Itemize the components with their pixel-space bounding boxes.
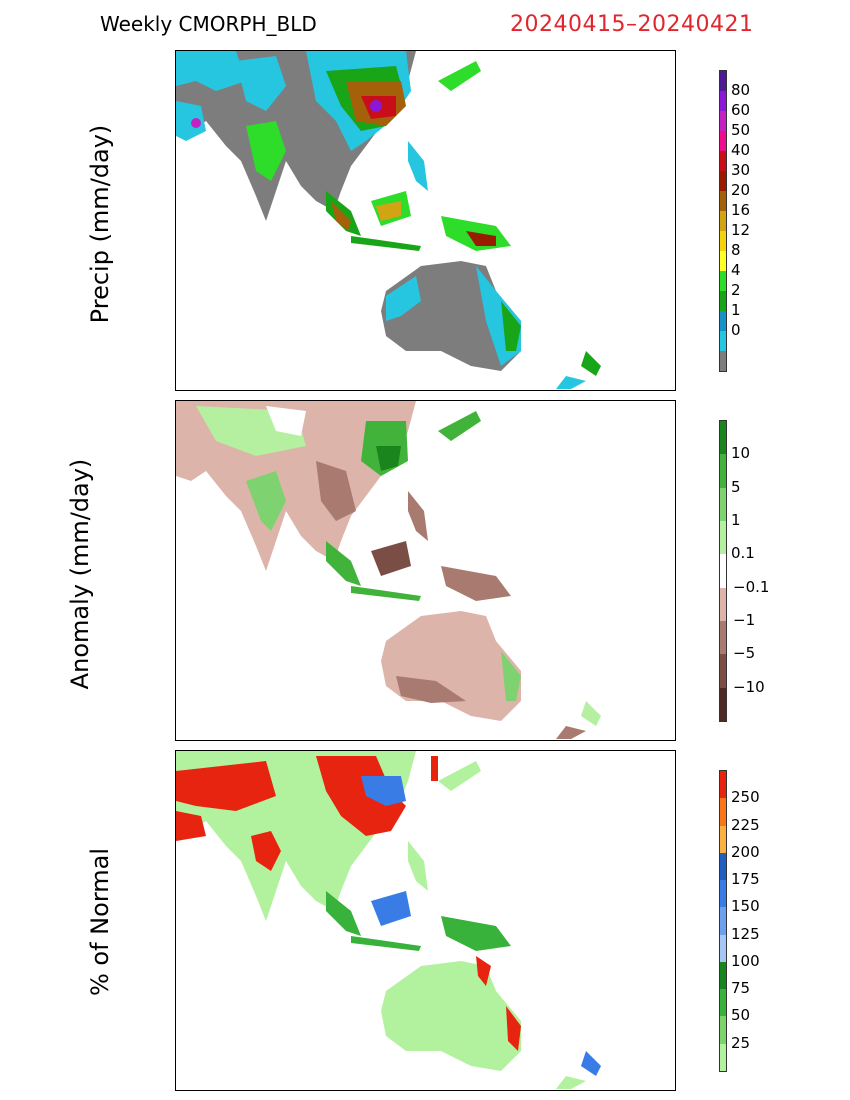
colorbar-tick-label: 2 [731,281,741,299]
panel-1-ylabel: Precip (mm/day) [86,124,114,324]
anomaly-map [176,401,601,739]
colorbar-segment [720,520,726,555]
colorbar-tick-label: 50 [731,121,751,139]
colorbar-tick-label: 4 [731,261,741,279]
panel-3-ylabel: % of Normal [86,847,114,997]
colorbar-tick-label: 75 [731,979,751,998]
colorbar-segment [720,1016,726,1044]
percent-normal-map [176,751,601,1089]
colorbar-segment [720,961,726,990]
colorbar-segment [720,71,726,91]
colorbar-segment [720,687,726,721]
colorbar-segment [720,131,726,151]
colorbar-segment [720,654,726,688]
colorbar-tick-label: 1 [731,301,741,319]
colorbar-tick-label: 0 [731,321,741,339]
date-range: 20240415–20240421 [510,12,754,37]
colorbar-segment [720,825,726,853]
colorbar-segment [720,934,726,962]
colorbar-tick-label: 20 [731,181,751,199]
colorbar-segment [720,989,726,1017]
percent-normal-map-panel [175,750,676,1091]
colorbar-tick-label: 225 [731,815,760,834]
colorbar-segment [720,91,726,111]
colorbar-tick-label: 5 [731,477,741,496]
colorbar-tick-label: 125 [731,924,760,943]
colorbar-tick-label: 1 [731,511,741,529]
colorbar-tick-label: 175 [731,870,760,889]
colorbar-segment [720,880,726,908]
colorbar-tick-label: 30 [731,161,751,179]
colorbar-tick-label: 25 [731,1033,751,1052]
colorbar-segment [720,421,726,455]
colorbar-segment [720,231,726,251]
colorbar-tick-label: 12 [731,221,751,239]
anomaly-colorbar [719,420,727,722]
colorbar-tick-label: −10 [733,677,765,696]
colorbar-segment [720,771,726,799]
colorbar-tick-label: 250 [731,788,760,807]
colorbar-segment [720,111,726,131]
colorbar-segment [720,620,726,655]
colorbar-tick-label: 8 [731,241,741,259]
colorbar-tick-label: 80 [731,81,751,99]
colorbar-segment [720,907,726,935]
colorbar-tick-label: 200 [731,842,760,861]
colorbar-segment [720,291,726,311]
percent-normal-colorbar [719,770,727,1072]
colorbar-tick-label: 100 [731,951,760,970]
colorbar-tick-label: −0.1 [733,577,770,596]
colorbar-segment [720,487,726,521]
colorbar-tick-label: 150 [731,897,760,916]
colorbar-segment [720,554,726,588]
precip-colorbar [719,70,727,372]
colorbar-segment [720,151,726,171]
colorbar-segment [720,191,726,211]
colorbar-tick-label: 50 [731,1006,751,1025]
colorbar-tick-label: −5 [733,644,756,663]
anomaly-map-panel [175,400,676,741]
product-title: Weekly CMORPH_BLD [100,12,317,36]
colorbar-segment [720,331,726,351]
colorbar-segment [720,271,726,291]
colorbar-tick-label: −1 [733,611,756,629]
colorbar-segment [720,171,726,191]
colorbar-tick-label: 16 [731,201,751,219]
precip-map [176,51,601,389]
colorbar-segment [720,351,726,371]
colorbar-tick-label: 60 [731,101,751,119]
colorbar-segment [720,852,726,881]
colorbar-segment [720,454,726,488]
precip-map-panel [175,50,676,391]
colorbar-segment [720,211,726,231]
colorbar-segment [720,587,726,621]
colorbar-tick-label: 10 [731,444,751,463]
panel-2-ylabel: Anomaly (mm/day) [66,458,94,690]
colorbar-tick-label: 40 [731,141,751,159]
colorbar-tick-label: 0.1 [731,544,755,563]
colorbar-segment [720,311,726,331]
colorbar-segment [720,251,726,271]
colorbar-segment [720,798,726,826]
colorbar-segment [720,1043,726,1071]
